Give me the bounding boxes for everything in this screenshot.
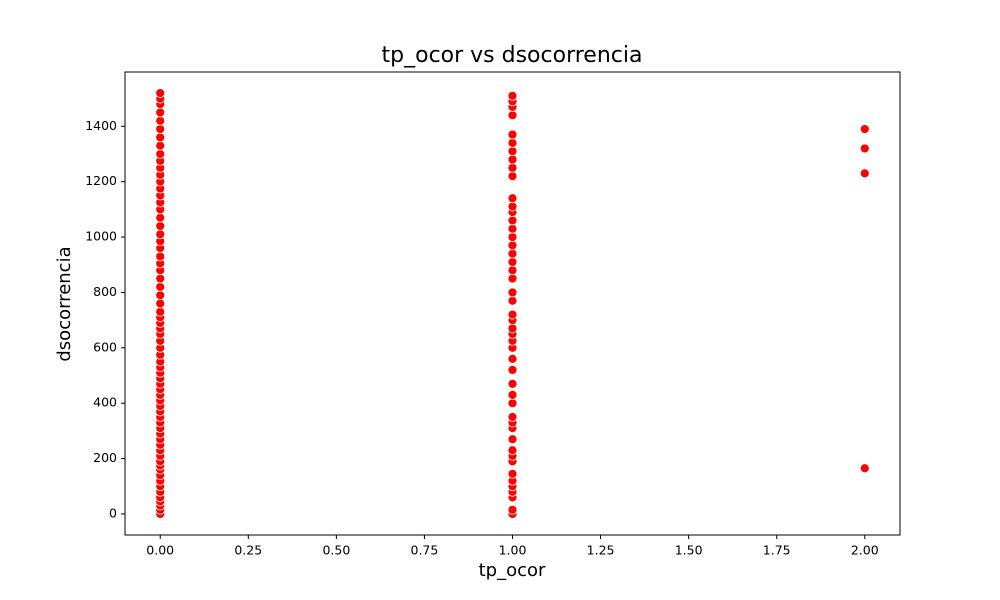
scatter-point (507, 398, 518, 409)
scatter-point (859, 463, 870, 474)
scatter-point (155, 229, 166, 240)
scatter-point (155, 88, 166, 98)
y-tick-label: 0 (109, 505, 117, 520)
scatter-point (155, 281, 166, 292)
x-tick-label: 2.00 (851, 543, 879, 558)
scatter-point (155, 290, 166, 301)
scatter-point (155, 273, 166, 284)
x-axis-label: tp_ocor (479, 560, 546, 581)
x-tick-label: 1.75 (763, 543, 791, 558)
scatter-point (507, 257, 518, 267)
scatter-point (507, 110, 518, 121)
scatter-point (155, 115, 166, 126)
scatter-point (859, 143, 870, 154)
scatter-point (507, 129, 518, 140)
scatter-point (155, 149, 166, 159)
y-tick-label: 1200 (85, 173, 117, 188)
scatter-point (507, 90, 518, 101)
scatter-point (155, 221, 166, 231)
scatter-point (507, 378, 518, 389)
scatter-point (507, 240, 518, 251)
scatter-point (507, 201, 518, 212)
scatter-point (507, 223, 518, 234)
scatter-point (507, 353, 518, 364)
scatter-point (507, 154, 518, 165)
scatter-point (155, 212, 166, 223)
scatter-point (155, 107, 166, 118)
scatter-point (507, 323, 518, 334)
scatter-point (507, 232, 518, 242)
scatter-point (507, 365, 518, 375)
x-tick-label: 1.25 (587, 543, 615, 558)
y-tick-label: 200 (93, 450, 117, 465)
scatter-point (507, 445, 518, 456)
scatter-point (155, 132, 166, 143)
scatter-point (507, 434, 518, 445)
scatter-point (507, 389, 518, 400)
scatter-point (507, 265, 518, 276)
x-tick-label: 0.00 (146, 543, 174, 558)
x-tick-label: 1.50 (675, 543, 703, 558)
scatter-point (507, 273, 518, 284)
y-tick-label: 1000 (85, 229, 117, 244)
scatter-point (507, 171, 518, 182)
scatter-point (507, 146, 518, 157)
y-tick-label: 400 (93, 395, 117, 410)
scatter-point (859, 124, 870, 134)
y-axis-label: dsocorrencia (54, 246, 75, 361)
scatter-point (155, 251, 166, 262)
chart-title: tp_ocor vs dsocorrencia (382, 43, 643, 68)
scatter-point (507, 504, 518, 515)
x-tick-label: 0.25 (234, 543, 262, 558)
y-tick-label: 1400 (85, 118, 117, 133)
scatter-point (507, 468, 518, 479)
scatter-point (507, 137, 518, 148)
scatter-point (507, 295, 518, 306)
scatter-point (859, 168, 870, 179)
x-tick-label: 1.00 (499, 543, 527, 558)
scatter-point (507, 309, 518, 320)
scatter-point (155, 306, 166, 317)
scatter-point (507, 248, 518, 259)
x-tick-label: 0.50 (322, 543, 350, 558)
scatter-point (155, 298, 166, 309)
y-tick-label: 800 (93, 284, 117, 299)
y-tick-label: 600 (93, 339, 117, 354)
scatter-point (507, 193, 518, 204)
scatter-point (507, 287, 518, 298)
scatter-point (507, 215, 518, 226)
scatter-point (507, 412, 518, 422)
scatter-point (155, 124, 166, 134)
x-tick-label: 0.75 (411, 543, 439, 558)
scatter-point (507, 162, 518, 173)
scatter-point (155, 140, 166, 151)
